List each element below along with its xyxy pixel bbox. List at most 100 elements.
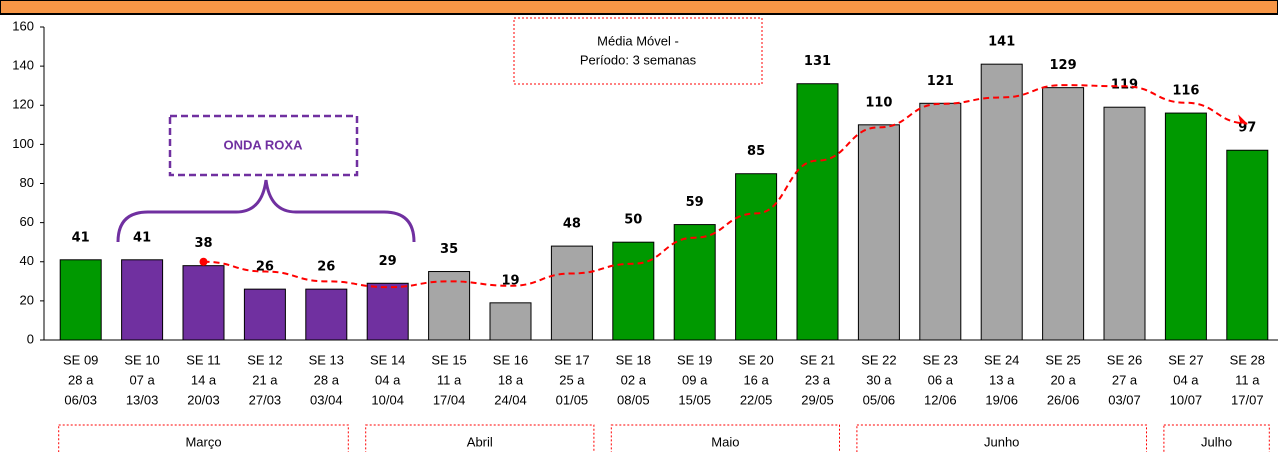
x-tick-label: 08/05 — [617, 392, 650, 407]
bar — [550, 245, 593, 341]
annotation-brace — [116, 179, 416, 243]
x-tick-label: SE 24 — [984, 352, 1019, 367]
x-tick-label: 27/03 — [249, 392, 282, 407]
x-tick-label: 29/05 — [801, 392, 834, 407]
y-tick-label: 40 — [20, 253, 34, 268]
moving-average-arrow — [1238, 114, 1248, 124]
legend-text: Período: 3 semanas — [580, 52, 697, 67]
moving-average-start — [199, 257, 208, 266]
bar — [673, 224, 716, 341]
y-tick-label: 120 — [12, 97, 34, 112]
x-tick-label: 26/06 — [1047, 392, 1080, 407]
x-tick-label: 27 a — [1112, 372, 1138, 387]
x-tick-label: 01/05 — [556, 392, 589, 407]
x-tick-label: 04 a — [375, 372, 401, 387]
x-tick-label: 17/07 — [1231, 392, 1264, 407]
y-tick-label: 60 — [20, 214, 34, 229]
bar — [796, 83, 839, 341]
x-tick-label: SE 15 — [431, 352, 466, 367]
x-tick-label: 07 a — [129, 372, 155, 387]
x-tick-label: SE 09 — [63, 352, 98, 367]
data-label: 41 — [72, 230, 90, 245]
x-tick-label: 13 a — [989, 372, 1015, 387]
data-label: 119 — [1111, 78, 1138, 93]
x-tick-label: 23 a — [805, 372, 831, 387]
data-label: 59 — [686, 195, 704, 210]
x-tick-label: 21 a — [252, 372, 278, 387]
x-tick-label: SE 17 — [554, 352, 589, 367]
month-label: Abril — [467, 434, 493, 449]
data-label: 116 — [1172, 84, 1199, 99]
x-tick-label: 11 a — [437, 372, 462, 387]
x-tick-label: SE 27 — [1168, 352, 1203, 367]
bar — [182, 265, 225, 341]
x-tick-label: SE 18 — [616, 352, 651, 367]
data-label: 110 — [865, 95, 892, 110]
bar — [121, 259, 164, 341]
x-tick-label: SE 23 — [923, 352, 958, 367]
x-tick-label: 06 a — [928, 372, 954, 387]
x-tick-label: 06/03 — [64, 392, 97, 407]
x-tick-label: SE 19 — [677, 352, 712, 367]
x-tick-label: SE 20 — [738, 352, 773, 367]
month-box — [1163, 424, 1270, 452]
bar — [305, 288, 348, 341]
month-box — [365, 424, 595, 452]
annotation-box — [168, 114, 359, 177]
x-tick-label: SE 14 — [370, 352, 405, 367]
y-tick-label: 100 — [12, 136, 34, 151]
x-tick-label: 03/07 — [1108, 392, 1141, 407]
data-label: 19 — [501, 273, 519, 288]
month-box — [610, 424, 840, 452]
x-tick-label: 20/03 — [187, 392, 220, 407]
x-tick-label: SE 11 — [186, 352, 220, 367]
data-label: 35 — [440, 242, 458, 257]
bar — [1103, 106, 1146, 341]
data-label: 85 — [747, 144, 765, 159]
x-tick-label: 14 a — [191, 372, 217, 387]
data-label: 97 — [1238, 121, 1256, 136]
x-tick-label: 17/04 — [433, 392, 466, 407]
bar — [59, 259, 102, 341]
y-tick-label: 80 — [20, 175, 34, 190]
y-tick-label: 140 — [12, 58, 34, 73]
data-label: 129 — [1050, 58, 1077, 73]
moving-average-line — [203, 84, 1248, 289]
y-tick-label: 20 — [20, 292, 34, 307]
month-label: Julho — [1201, 434, 1232, 449]
bar — [489, 302, 532, 341]
x-tick-label: 19/06 — [985, 392, 1018, 407]
legend-box — [513, 17, 763, 85]
x-tick-label: 10/04 — [371, 392, 404, 407]
x-tick-label: SE 22 — [861, 352, 896, 367]
bar — [243, 288, 286, 341]
bar — [366, 282, 409, 341]
month-box — [58, 424, 349, 452]
x-tick-label: 16 a — [743, 372, 769, 387]
x-tick-label: 20 a — [1050, 372, 1076, 387]
bar — [1042, 87, 1085, 341]
y-tick-label: 0 — [27, 331, 34, 346]
x-tick-label: 28 a — [314, 372, 340, 387]
data-label: 131 — [804, 54, 831, 69]
data-label: 38 — [194, 236, 212, 251]
data-label: 26 — [256, 260, 274, 275]
x-tick-label: 11 a — [1235, 372, 1260, 387]
bar — [612, 241, 655, 341]
x-tick-label: 10/07 — [1170, 392, 1203, 407]
bar — [980, 63, 1023, 341]
data-label: 41 — [133, 230, 151, 245]
month-box — [856, 424, 1148, 452]
x-tick-label: SE 16 — [493, 352, 528, 367]
x-tick-label: SE 21 — [800, 352, 835, 367]
x-tick-label: 05/06 — [863, 392, 896, 407]
top-banner — [0, 0, 1278, 15]
x-tick-label: 18 a — [498, 372, 524, 387]
x-tick-label: SE 28 — [1230, 352, 1265, 367]
x-tick-label: 09 a — [682, 372, 708, 387]
x-tick-label: SE 12 — [247, 352, 282, 367]
month-label: Março — [185, 434, 221, 449]
bar — [1164, 112, 1207, 341]
bar — [735, 173, 778, 341]
